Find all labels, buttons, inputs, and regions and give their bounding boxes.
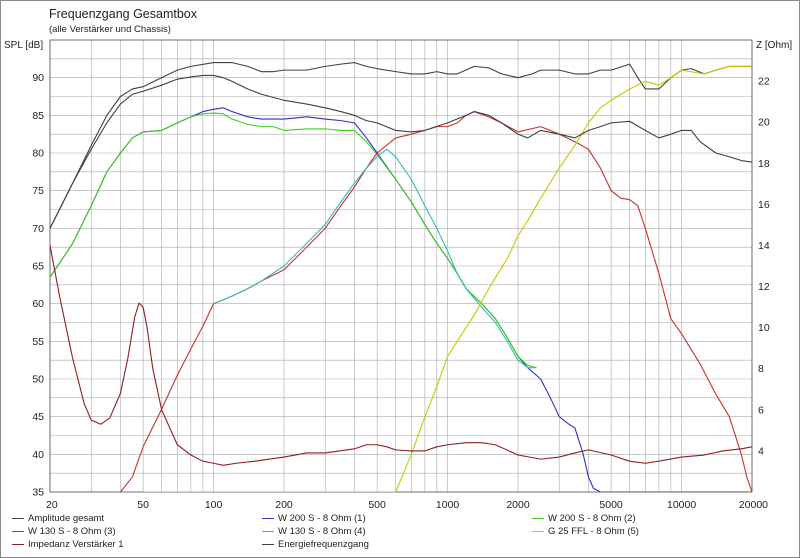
chart-subtitle: (alle Verstärker und Chassis) xyxy=(49,24,171,35)
y-tick-label: 85 xyxy=(32,110,44,122)
series-line-7 xyxy=(50,245,752,466)
plot-border xyxy=(49,39,753,493)
y-tick-label: 80 xyxy=(32,148,44,160)
y-tick-label: 90 xyxy=(32,72,44,84)
y-tick-label: 55 xyxy=(32,336,44,348)
y2-tick-label: 22 xyxy=(758,76,770,88)
series-line-5 xyxy=(213,148,537,369)
y2-tick-label: 8 xyxy=(758,363,764,375)
y2-axis-label: Z [Ohm] xyxy=(756,40,792,51)
x-tick-label: 200 xyxy=(275,499,293,511)
x-tick-label: 1000 xyxy=(436,499,460,511)
y-tick-label: 60 xyxy=(32,298,44,310)
y-tick-label: 70 xyxy=(32,223,44,235)
y-tick-label: 65 xyxy=(32,261,44,273)
y-axis-label: SPL [dB] xyxy=(4,40,43,51)
y2-tick-label: 20 xyxy=(758,117,770,129)
x-tick-label: 20000 xyxy=(739,499,768,511)
y2-tick-label: 12 xyxy=(758,281,770,293)
series-line-6 xyxy=(143,65,752,492)
series-line-8 xyxy=(50,74,752,229)
series-line-1 xyxy=(50,62,752,229)
y2-tick-label: 18 xyxy=(758,158,770,170)
x-tick-label: 100 xyxy=(205,499,223,511)
y2-tick-label: 4 xyxy=(758,445,764,457)
x-tick-label: 10000 xyxy=(667,499,696,511)
x-tick-label: 5000 xyxy=(599,499,623,511)
x-tick-label: 50 xyxy=(137,499,149,511)
chart-title: Frequenzgang Gesamtbox xyxy=(49,7,198,21)
y-tick-label: 35 xyxy=(32,487,44,499)
y2-tick-label: 16 xyxy=(758,199,770,211)
y-tick-label: 75 xyxy=(32,185,44,197)
y2-tick-label: 10 xyxy=(758,322,770,334)
x-tick-label: 20 xyxy=(46,499,58,511)
x-tick-label: 500 xyxy=(368,499,386,511)
y-tick-label: 40 xyxy=(32,449,44,461)
x-tick-label: 2000 xyxy=(506,499,530,511)
y2-tick-label: 6 xyxy=(758,404,764,416)
y-tick-label: 45 xyxy=(32,411,44,423)
y2-tick-label: 14 xyxy=(758,240,770,252)
y-tick-label: 50 xyxy=(32,374,44,386)
